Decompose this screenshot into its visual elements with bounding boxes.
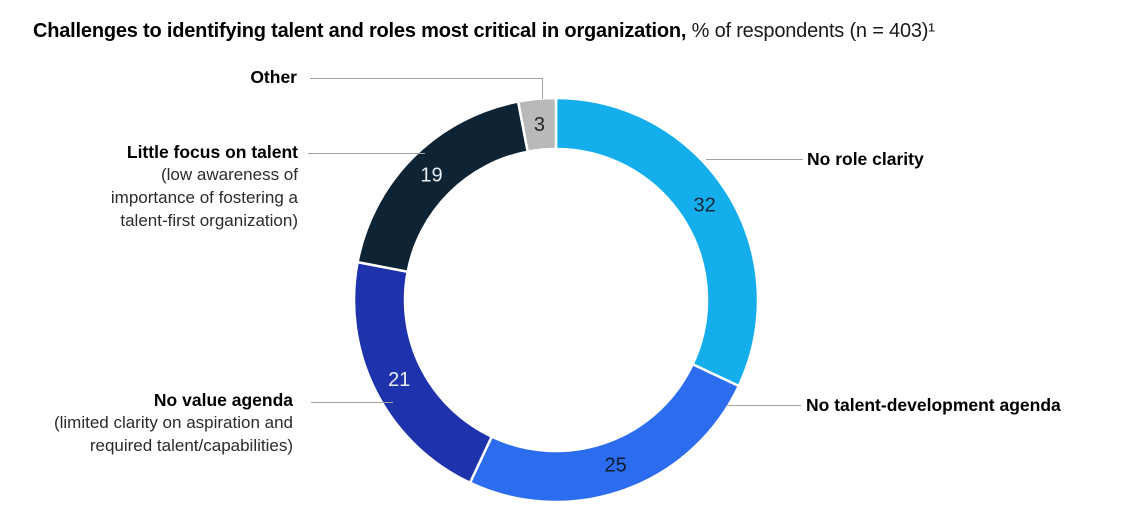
chart-title: Challenges to identifying talent and rol… — [33, 20, 935, 43]
donut-value-other: 3 — [534, 114, 545, 136]
chart-title-bold: Challenges to identifying talent and rol… — [33, 20, 687, 42]
donut-segment-no-value-agenda — [352, 260, 494, 485]
callout-no-role-label: No role clarity — [807, 149, 924, 169]
leader-line-no-role-clarity — [706, 159, 803, 160]
donut-segment-other — [516, 96, 558, 154]
callout-no-value-sub-2: required talent/capabilities) — [89, 436, 293, 455]
callout-other-label: Other — [250, 67, 297, 87]
donut-segment-little-focus-on-talent — [356, 100, 530, 274]
donut-value-little-focus-on-talent: 19 — [420, 165, 442, 187]
callout-little-focus-sub-3: talent-first organization) — [120, 211, 298, 230]
callout-no-talent-dev: No talent-development agenda — [806, 395, 1061, 416]
callout-no-role: No role clarity — [807, 149, 924, 170]
callout-little-focus-sub-2: importance of fostering a — [110, 188, 298, 207]
donut-value-no-talent-development-agenda: 25 — [604, 455, 626, 477]
leader-line-no-talent-development — [726, 405, 801, 406]
leader-line-little-focus — [308, 153, 425, 154]
callout-other: Other — [250, 67, 297, 88]
chart-title-subtitle: % of respondents (n = 403)¹ — [691, 20, 935, 42]
leader-line-no-value-agenda — [311, 402, 393, 403]
donut-value-no-value-agenda: 21 — [388, 369, 410, 391]
callout-little-focus-label: Little focus on talent — [126, 142, 298, 162]
callout-no-value: No value agenda (limited clarity on aspi… — [13, 390, 293, 457]
donut-value-no-role-clarity: 32 — [693, 195, 715, 217]
callout-no-talent-dev-label: No talent-development agenda — [806, 395, 1061, 415]
callout-little-focus: Little focus on talent (low awareness of… — [18, 142, 298, 232]
donut-segments: 32 25 21 19 3 — [352, 96, 760, 504]
donut-segment-no-role-clarity — [554, 96, 760, 388]
leader-line-other-vertical — [542, 78, 543, 99]
leader-line-other-horizontal — [310, 78, 542, 79]
donut-segment-no-talent-development-agenda — [468, 362, 741, 504]
callout-no-value-label: No value agenda — [153, 390, 293, 410]
callout-no-value-sub-1: (limited clarity on aspiration and — [53, 413, 293, 432]
callout-little-focus-sub-1: (low awareness of — [160, 165, 298, 184]
